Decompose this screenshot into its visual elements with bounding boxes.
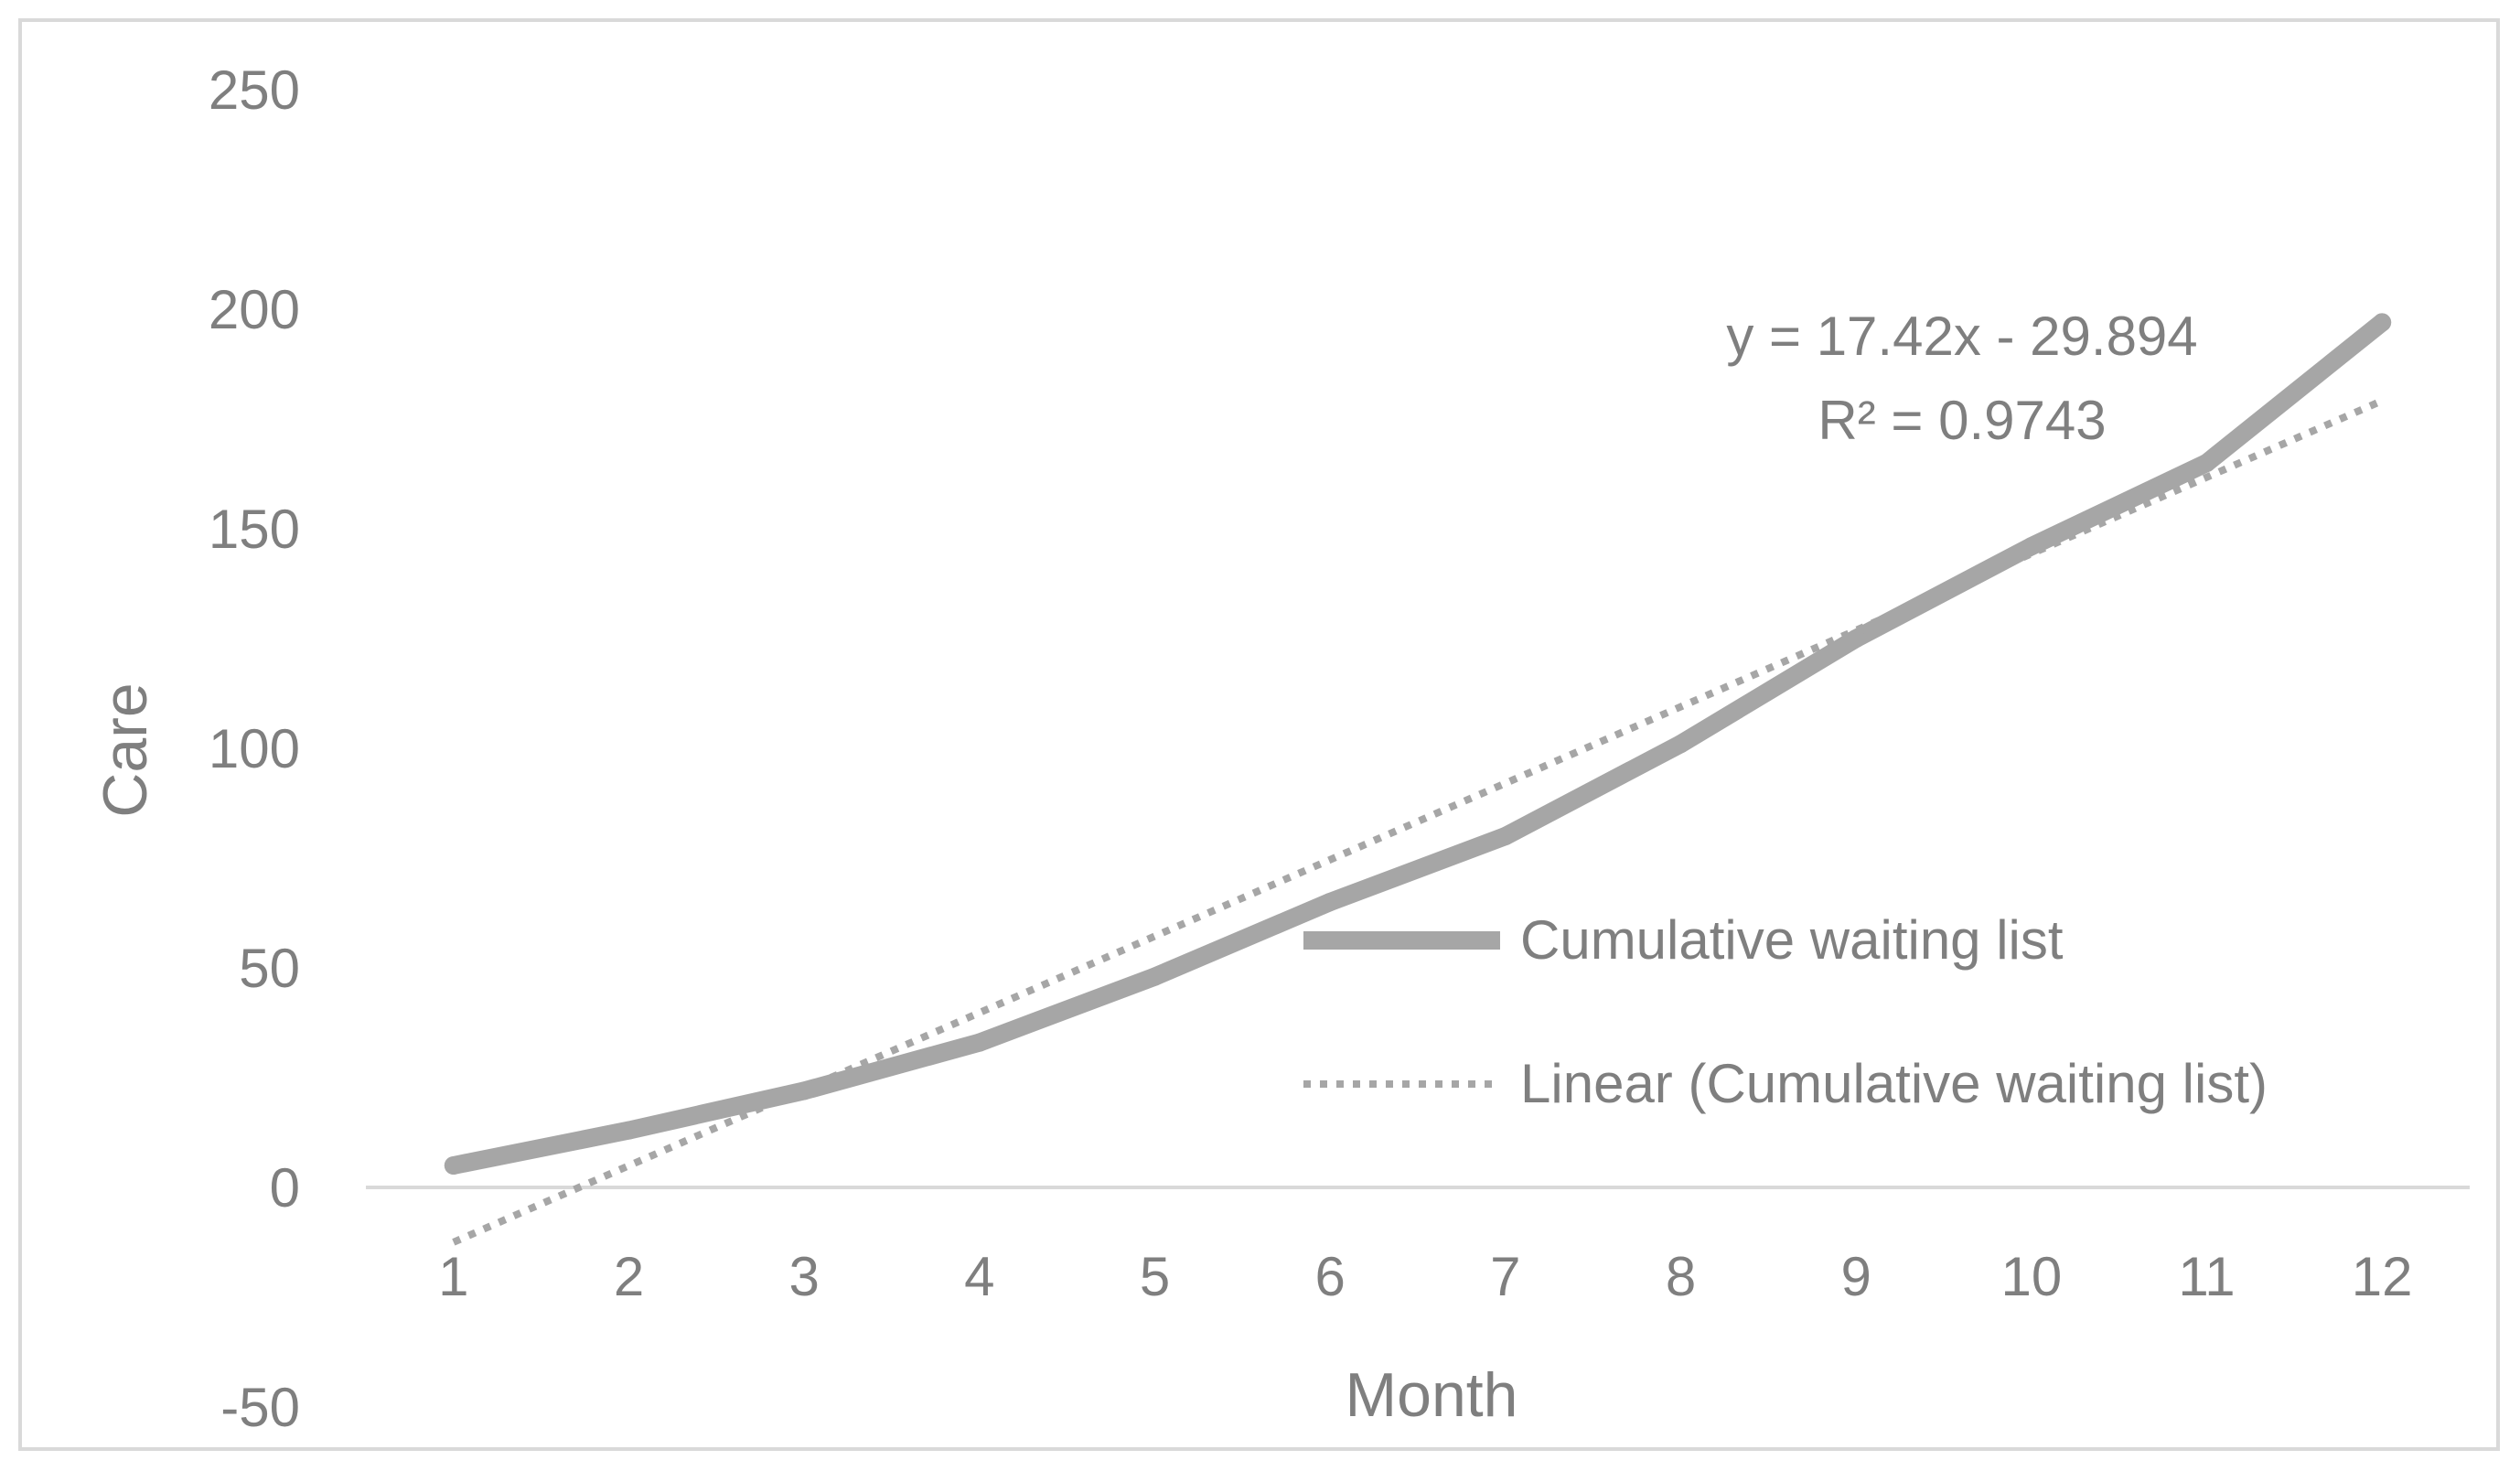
x-tick-label: 1 <box>438 1246 468 1307</box>
legend-label-cumulative: Cumulative waiting list <box>1520 909 2064 971</box>
legend-label-linear: Linear (Cumulative waiting list) <box>1520 1053 2268 1114</box>
x-tick-label: 3 <box>788 1246 819 1307</box>
x-axis-title: Month <box>1346 1360 1518 1430</box>
y-tick-label: 200 <box>209 279 300 340</box>
y-tick-label: 50 <box>239 938 300 999</box>
x-tick-label: 8 <box>1666 1246 1696 1307</box>
y-tick-label: -50 <box>220 1377 300 1438</box>
data-point <box>1496 827 1515 845</box>
x-tick-label: 6 <box>1314 1246 1345 1307</box>
data-point <box>619 1121 638 1140</box>
data-point <box>1145 967 1164 986</box>
series-line-cumulative <box>444 313 2392 1175</box>
data-point <box>1671 735 1690 754</box>
y-tick-label: 250 <box>209 59 300 121</box>
x-tick-label: 2 <box>614 1246 644 1307</box>
y-tick-label: 150 <box>209 499 300 560</box>
x-axis-ticks: 1 2 3 4 5 6 7 8 9 10 11 12 <box>438 1246 2412 1307</box>
trendline-equation: y = 17.42x - 29.894 <box>1726 306 2197 367</box>
y-axis-ticks: -50 0 50 100 150 200 250 <box>209 59 300 1438</box>
x-tick-label: 12 <box>2352 1246 2413 1307</box>
y-tick-label: 0 <box>270 1157 300 1219</box>
x-tick-label: 7 <box>1490 1246 1520 1307</box>
data-point <box>2373 313 2392 332</box>
series-layer <box>444 313 2392 1246</box>
legend: Cumulative waiting list Linear (Cumulati… <box>1303 909 2268 1114</box>
x-tick-label: 11 <box>2178 1246 2235 1307</box>
chart-frame <box>18 18 2500 1451</box>
data-point <box>795 1081 814 1101</box>
x-tick-label: 9 <box>1840 1246 1871 1307</box>
y-axis-title: Care <box>91 682 160 817</box>
trendline-r-squared: R² = 0.9743 <box>1818 390 2106 451</box>
x-tick-label: 4 <box>964 1246 994 1307</box>
y-tick-label: 100 <box>209 718 300 779</box>
data-point <box>1847 629 1866 648</box>
data-point <box>2021 537 2041 556</box>
x-tick-label: 10 <box>2000 1246 2062 1307</box>
data-point <box>2197 454 2216 472</box>
x-tick-label: 5 <box>1140 1246 1170 1307</box>
data-point <box>444 1156 463 1175</box>
data-point <box>970 1033 989 1052</box>
data-point <box>1321 893 1340 911</box>
